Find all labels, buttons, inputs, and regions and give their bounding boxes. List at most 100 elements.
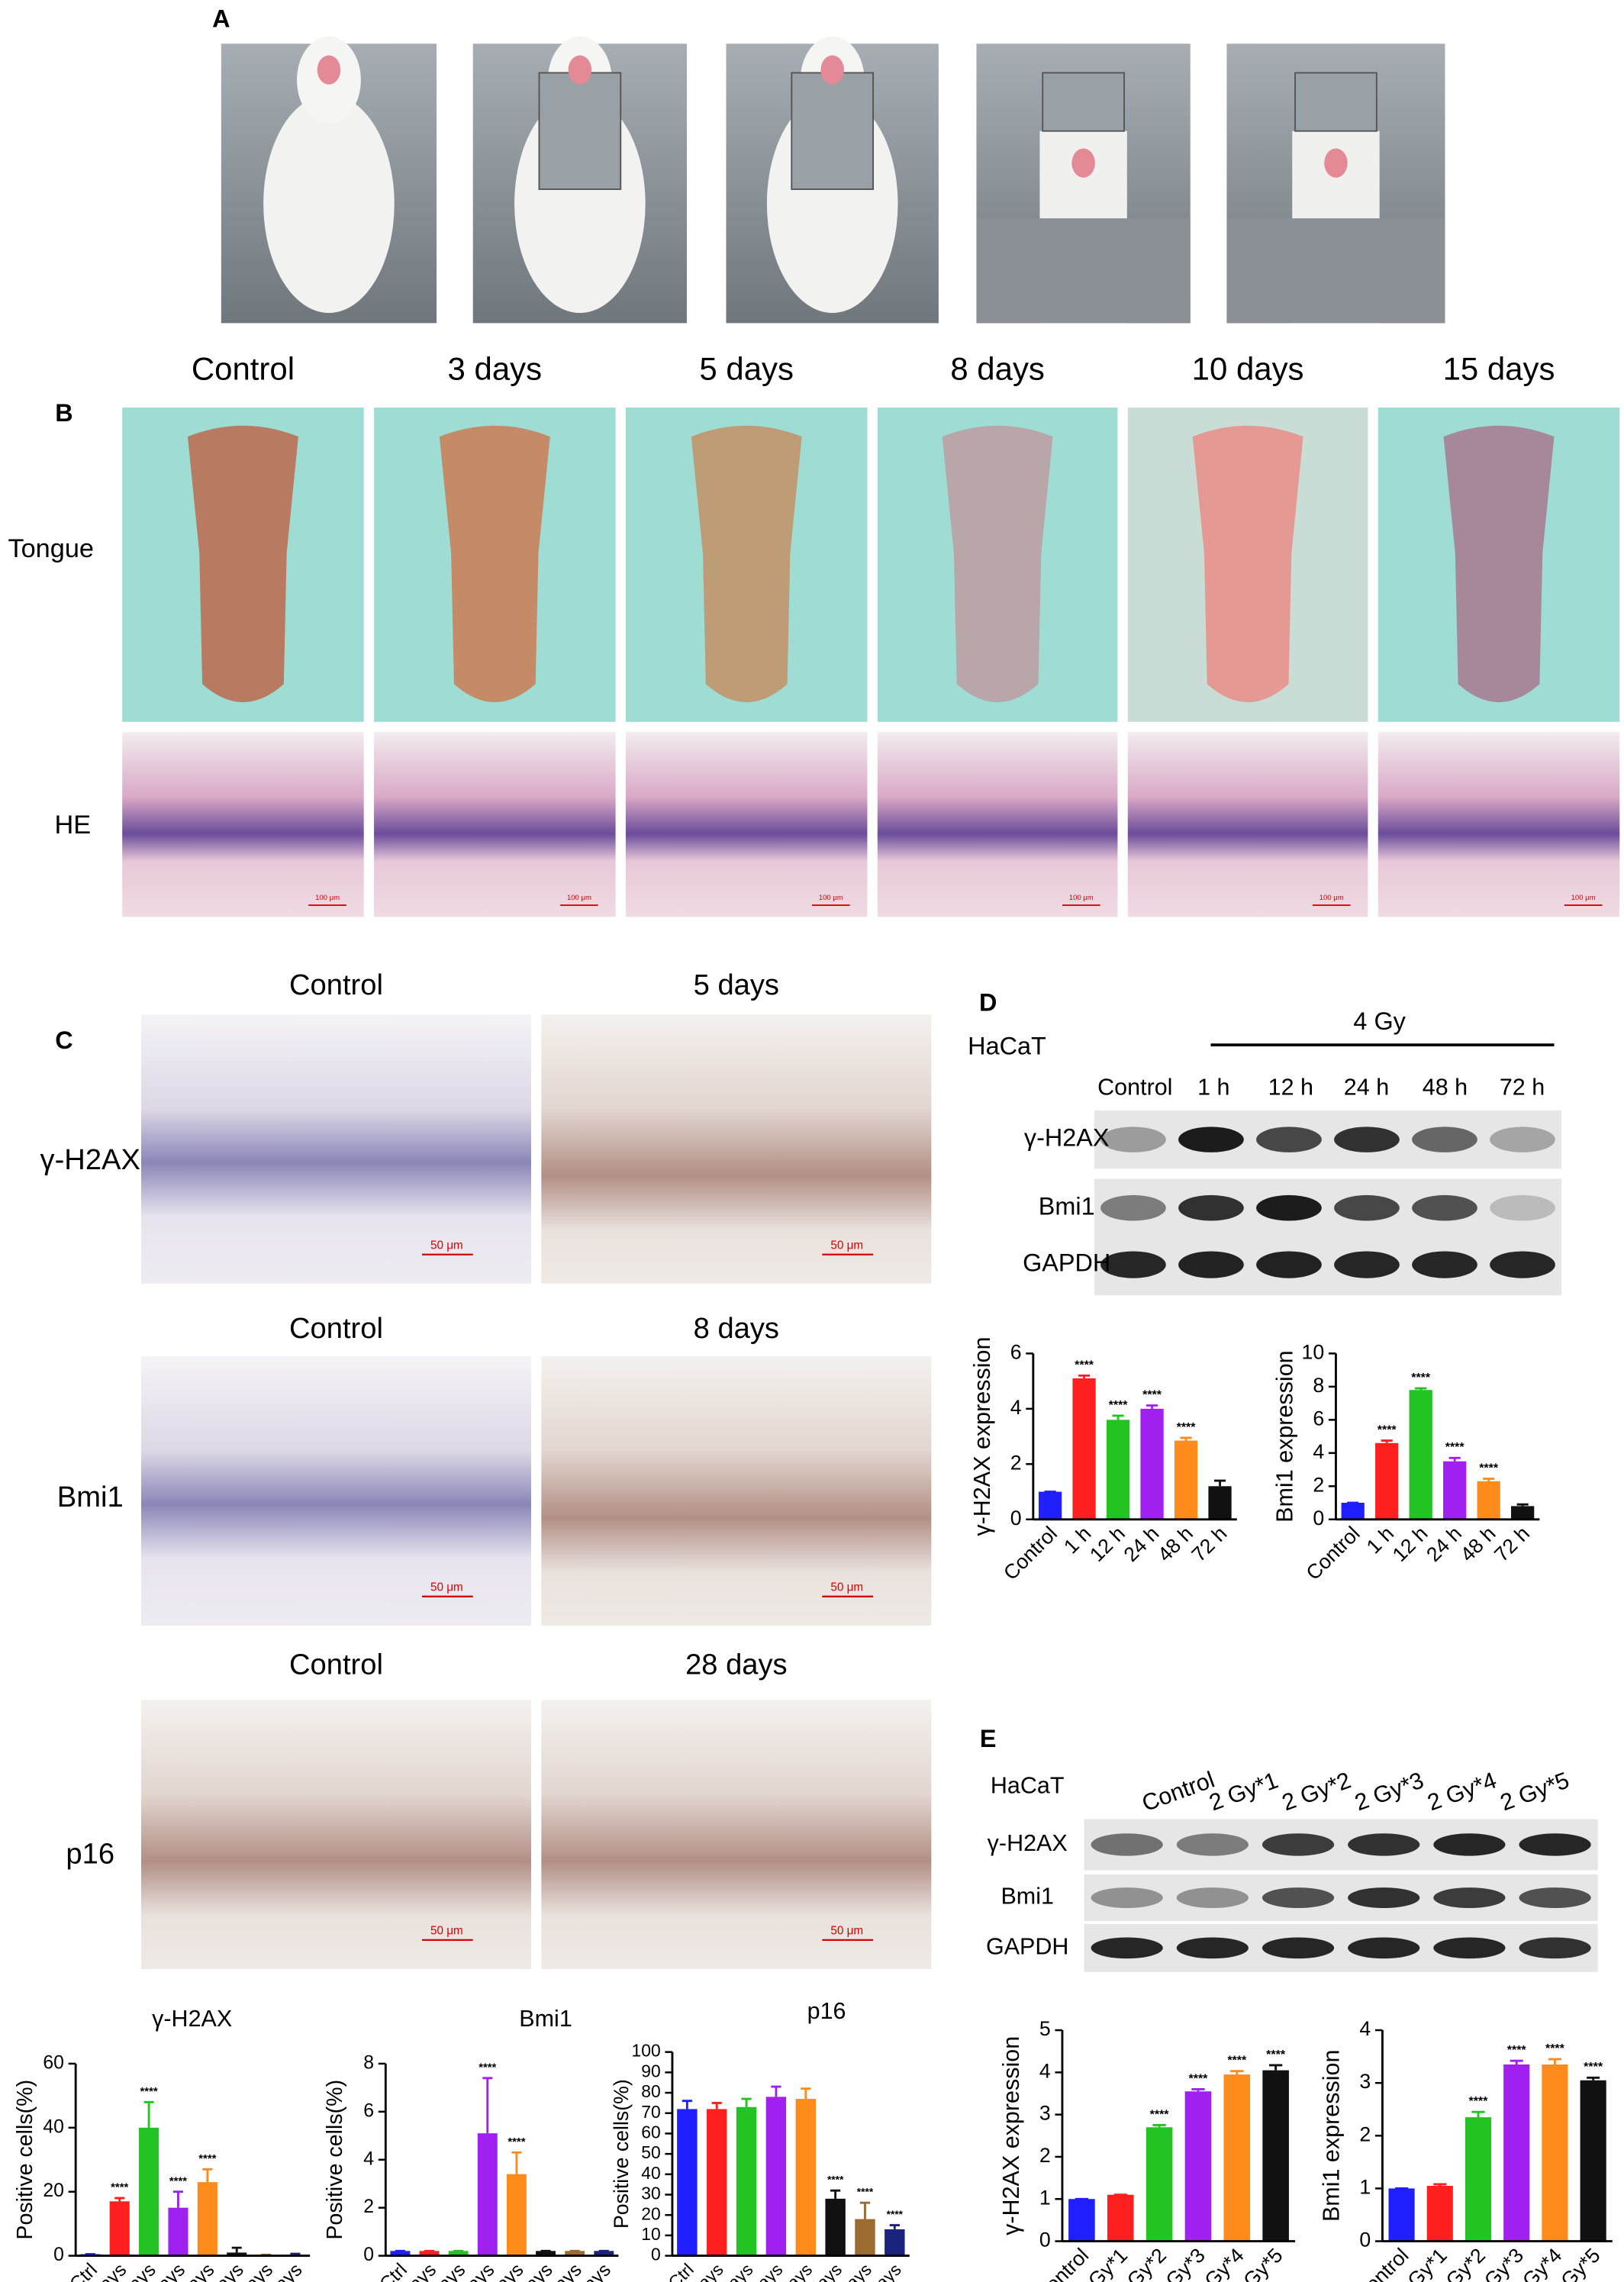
- lane-label: 2 Gy*4: [1424, 1767, 1500, 1816]
- error-bar: [682, 2100, 692, 2110]
- bar: [594, 2251, 614, 2256]
- y-tick-label: 4: [1010, 1396, 1022, 1419]
- blot-band: [1262, 1833, 1335, 1856]
- y-tick-label: 8: [363, 2052, 374, 2073]
- y-tick-label: 0: [53, 2245, 64, 2265]
- lane-label: 24 h: [1344, 1074, 1389, 1100]
- significance: ****: [1142, 1388, 1162, 1401]
- bar: [1443, 1461, 1467, 1520]
- y-tick-label: 0: [1010, 1507, 1022, 1529]
- significance: ****: [1188, 2072, 1208, 2085]
- scale-bar-label: 100 μm: [1320, 894, 1344, 902]
- y-tick-label: 6: [1313, 1407, 1324, 1429]
- he-photo: [1378, 732, 1620, 917]
- error-bar: [1191, 2088, 1205, 2092]
- bar: [1072, 1378, 1096, 1520]
- column-header: 28 days: [685, 1648, 788, 1681]
- y-tick-label: 30: [641, 2184, 660, 2203]
- y-axis-label: γ-H2AX expression: [998, 2036, 1024, 2235]
- y-tick-label: 10: [1302, 1340, 1325, 1363]
- x-tick-label: 48 h: [1153, 1522, 1197, 1566]
- x-tick-label: Control: [999, 1522, 1062, 1584]
- error-bar: [202, 2168, 213, 2183]
- error-bar: [1516, 1503, 1529, 1507]
- error-bar: [482, 2077, 493, 2134]
- significance: ****: [857, 2186, 874, 2197]
- blot-band: [1100, 1251, 1166, 1278]
- significance: ****: [508, 2136, 525, 2148]
- significance: ****: [1584, 2061, 1603, 2074]
- treatment: 4 Gy: [1353, 1007, 1406, 1035]
- error-bar: [1180, 1436, 1192, 1441]
- bar: [168, 2207, 188, 2256]
- y-tick-label: 2: [1010, 1451, 1022, 1474]
- y-tick-label: 2: [1313, 1473, 1324, 1496]
- y-tick-label: 40: [43, 2116, 64, 2137]
- significance: ****: [140, 2086, 158, 2098]
- blot-band: [1178, 1251, 1244, 1278]
- panel-letter: C: [55, 1027, 72, 1054]
- column-header: 5 days: [694, 969, 779, 1001]
- blot-band: [1176, 1833, 1249, 1856]
- panel-letter: D: [979, 988, 997, 1016]
- bar: [1223, 2074, 1251, 2242]
- lane-label: 1 h: [1197, 1074, 1229, 1100]
- y-tick-label: 3: [1039, 2102, 1051, 2125]
- y-axis-label: Bmi1 expression: [1272, 1350, 1298, 1522]
- error-bar: [1471, 2110, 1485, 2118]
- bar: [1511, 1506, 1535, 1520]
- tongue-tip: [820, 55, 844, 85]
- x-tick-label: 72 h: [1490, 1522, 1534, 1566]
- column-header: 8 days: [950, 350, 1045, 386]
- lane-label: 12 h: [1268, 1074, 1313, 1100]
- bar: [795, 2099, 816, 2256]
- row-label: GAPDH: [986, 1933, 1068, 1959]
- scale-bar-label: 50 μm: [830, 1924, 863, 1937]
- he-photo: [122, 732, 364, 917]
- bar: [707, 2109, 727, 2256]
- significance: ****: [169, 2175, 187, 2187]
- error-bar: [1152, 2124, 1166, 2128]
- lane-label: 2 Gy*2: [1278, 1768, 1354, 1816]
- blot-band: [1433, 1833, 1506, 1856]
- scale-bar-label: 50 μm: [430, 1924, 463, 1937]
- x-tick-label: Control: [1302, 1522, 1365, 1584]
- bar: [1426, 2185, 1453, 2242]
- significance: ****: [1227, 2055, 1247, 2068]
- blot-band: [1348, 1887, 1420, 1908]
- column-header: 15 days: [1443, 350, 1555, 386]
- blot-band: [1348, 1833, 1420, 1856]
- bar: [855, 2219, 875, 2256]
- error-bar: [1510, 2059, 1523, 2064]
- significance: ****: [1075, 1359, 1094, 1371]
- bar: [1106, 1420, 1130, 1520]
- y-tick-label: 4: [1313, 1440, 1324, 1463]
- blot-band: [1091, 1833, 1163, 1856]
- y-tick-label: 2: [363, 2197, 374, 2217]
- column-header: Control: [289, 1312, 383, 1345]
- blot-band: [1334, 1194, 1400, 1221]
- he-photo: [877, 732, 1118, 917]
- blot-strip: [1094, 1234, 1562, 1296]
- error-bar: [1381, 1439, 1393, 1443]
- bar: [227, 2252, 247, 2256]
- lead-tape: [538, 72, 622, 190]
- x-tick-label: 72 h: [1187, 1522, 1232, 1566]
- significance: ****: [198, 2153, 216, 2165]
- ihc-image: [140, 1014, 531, 1284]
- panel-letter: A: [212, 5, 230, 32]
- lead-tape: [791, 72, 875, 190]
- blot-band: [1334, 1251, 1400, 1278]
- tongue-tip: [1324, 148, 1348, 178]
- blot-band: [1433, 1887, 1506, 1908]
- significance: ****: [1507, 2044, 1527, 2057]
- tongue: [942, 425, 1053, 703]
- y-tick-label: 60: [641, 2122, 660, 2142]
- lead-tape: [1294, 72, 1378, 132]
- blot-band: [1433, 1937, 1506, 1959]
- chart-title: Bmi1: [519, 2006, 572, 2032]
- significance: ****: [887, 2209, 904, 2220]
- chart-title: p16: [807, 1998, 846, 2024]
- bar: [1208, 1486, 1232, 1520]
- row-label: Tongue: [8, 534, 94, 563]
